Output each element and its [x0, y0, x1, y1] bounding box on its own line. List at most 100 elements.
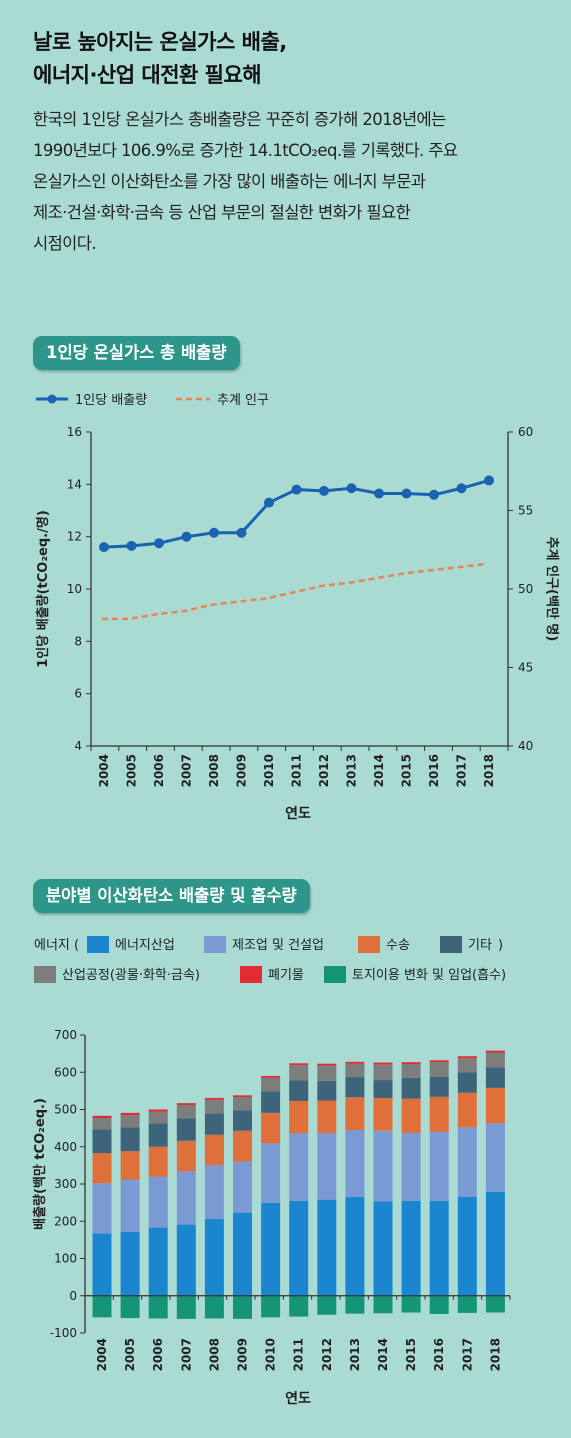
x-tick-label: 2006: [151, 1338, 165, 1371]
bar-segment: [120, 1115, 140, 1128]
x-tick-label: 2015: [404, 1338, 418, 1371]
x-tick-label: 2007: [179, 1338, 193, 1371]
data-point-per-capita: [181, 531, 192, 542]
right-tick-label: 55: [518, 504, 533, 518]
data-point-per-capita: [236, 527, 247, 538]
bar-segment: [401, 1132, 421, 1201]
bar-segment: [317, 1063, 337, 1066]
x-tick-label: 2010: [262, 754, 276, 787]
y-axis-title-left: 1인당 배출량(tCO₂eq./명): [35, 510, 51, 668]
x-tick-label: 2017: [460, 1338, 474, 1371]
bar-segment: [120, 1179, 140, 1232]
bar-segment-absorption: [429, 1295, 449, 1315]
legend-swatch: [87, 936, 109, 953]
bar-segment: [345, 1061, 365, 1064]
right-tick-label: 45: [518, 661, 533, 675]
x-tick-label: 2011: [292, 1338, 306, 1371]
x-tick-label: 2012: [317, 754, 331, 787]
data-point-per-capita: [484, 475, 494, 486]
left-tick-label: 6: [74, 687, 82, 701]
data-point-per-capita: [209, 527, 219, 538]
bar-segment-absorption: [317, 1295, 337, 1315]
x-tick-label: 2010: [264, 1338, 278, 1371]
data-point-per-capita: [456, 483, 467, 494]
y-tick-label: 200: [54, 1214, 77, 1228]
x-tick-label: 2017: [455, 754, 469, 787]
data-point-per-capita: [374, 488, 384, 499]
bar-segment: [429, 1060, 449, 1063]
x-tick-label: 2006: [152, 754, 166, 787]
right-tick-label: 40: [518, 739, 533, 753]
x-tick-label: 2007: [180, 754, 194, 787]
x-tick-label: 2013: [345, 754, 359, 787]
legend-label: 토지이용 변화 및 임업(흡수): [352, 968, 506, 983]
left-tick-label: 10: [67, 582, 82, 596]
bar-segment: [92, 1183, 112, 1234]
bar-segment: [120, 1127, 140, 1152]
x-axis-title: 연도: [285, 1391, 311, 1407]
bar-segment-absorption: [289, 1295, 309, 1317]
y-tick-label: 300: [54, 1177, 77, 1191]
bar-segment: [176, 1118, 196, 1141]
bar-segment: [289, 1133, 309, 1201]
bar-segment: [204, 1097, 224, 1100]
x-tick-label: 2018: [488, 1338, 502, 1371]
bar-segment: [289, 1100, 309, 1134]
x-tick-label: 2014: [376, 1338, 390, 1371]
intro-line: 1990년보다 106.9%로 증가한 14.1tCO₂eq.를 기록했다. 주…: [33, 141, 458, 160]
legend-swatch: [204, 936, 226, 953]
bar-segment: [261, 1077, 281, 1092]
bar-segment-absorption: [233, 1295, 252, 1319]
chart2-title: 분야별 이산화탄소 배출량 및 흡수량: [33, 879, 310, 913]
legend-label-per-capita: 1인당 배출량: [75, 393, 147, 408]
bar-segment: [148, 1227, 168, 1296]
bar-segment: [148, 1109, 168, 1112]
y-tick-label: 0: [69, 1289, 77, 1303]
bar-segment: [120, 1151, 140, 1180]
bar-segment: [457, 1072, 477, 1093]
x-tick-label: 2018: [482, 754, 496, 787]
bar-segment: [345, 1097, 365, 1130]
bar-segment-absorption: [120, 1295, 140, 1319]
bar-segment: [373, 1080, 393, 1098]
y-tick-label: 500: [54, 1103, 77, 1117]
x-axis-title: 연도: [285, 806, 311, 822]
bar-segment-absorption: [176, 1295, 196, 1319]
intro-text: 한국의 1인당 온실가스 총배출량은 꾸준히 증가해 2018년에는 1990년…: [33, 104, 548, 259]
bar-segment: [429, 1076, 449, 1097]
bar-segment: [457, 1056, 477, 1059]
x-tick-label: 2013: [348, 1338, 362, 1371]
left-tick-label: 16: [67, 425, 82, 439]
bar-segment: [92, 1153, 112, 1184]
bar-segment: [261, 1202, 281, 1296]
y-tick-label: 400: [54, 1140, 77, 1154]
bar-segment: [401, 1077, 421, 1099]
x-tick-label: 2016: [432, 1338, 446, 1371]
legend-swatch: [34, 966, 56, 983]
bar-segment-absorption: [92, 1295, 112, 1318]
bar-segment-absorption: [148, 1295, 168, 1319]
left-tick-label: 4: [74, 739, 82, 753]
bar-segment: [429, 1131, 449, 1201]
data-point-per-capita: [264, 497, 274, 508]
x-tick-label: 2009: [236, 1338, 250, 1371]
bar-segment: [148, 1123, 168, 1147]
bar-segment: [176, 1103, 196, 1106]
data-point-per-capita: [291, 484, 302, 495]
bar-segment: [401, 1062, 421, 1065]
data-point-per-capita: [99, 542, 109, 553]
legend-label: 제조업 및 건설업: [232, 938, 324, 953]
bar-segment: [373, 1130, 393, 1202]
bar-segment: [401, 1064, 421, 1078]
chart1-title: 1인당 온실가스 총 배출량: [33, 336, 240, 370]
bar-segment: [345, 1197, 365, 1296]
bar-segment: [345, 1063, 365, 1078]
x-tick-label: 2012: [320, 1338, 334, 1371]
intro-line: 온실가스인 이산화탄소를 가장 많이 배출하는 에너지 부문과: [33, 172, 426, 191]
headline-line-1: 날로 높아지는 온실가스 배출,: [33, 30, 287, 54]
legend-group-close: ): [498, 938, 503, 953]
bar-segment: [176, 1171, 196, 1225]
left-tick-label: 14: [67, 477, 82, 491]
left-tick-label: 8: [74, 634, 82, 648]
bar-segment: [429, 1200, 449, 1296]
